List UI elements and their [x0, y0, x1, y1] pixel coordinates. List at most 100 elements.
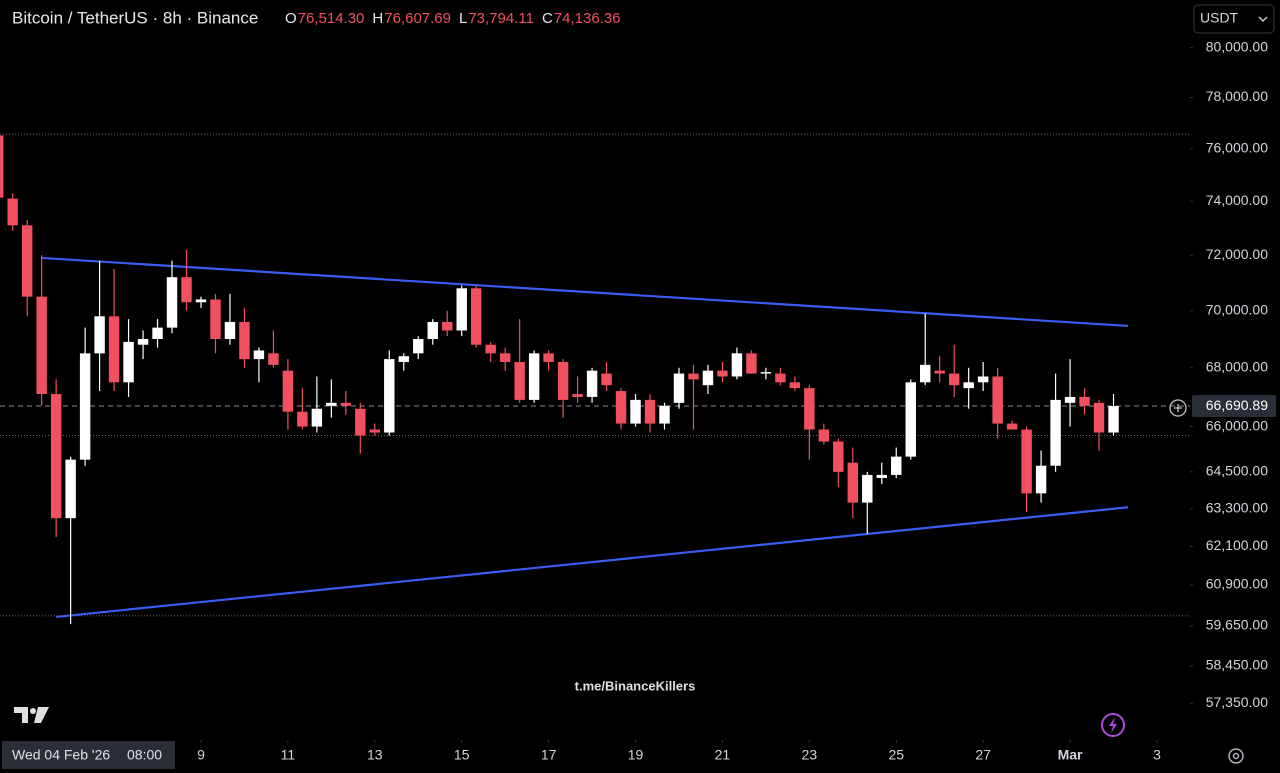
- candle-body: [847, 462, 859, 503]
- candle-body: [543, 353, 554, 362]
- candle-body: [1064, 396, 1076, 403]
- candle-body: [963, 382, 974, 389]
- y-tick-label: 58,450.00: [1206, 657, 1268, 673]
- y-tick-label: 78,000.00: [1206, 88, 1268, 104]
- y-tick-label: 72,000.00: [1206, 246, 1268, 262]
- y-tick-label: 76,000.00: [1206, 139, 1268, 155]
- candle-body: [94, 316, 105, 354]
- candle-body: [311, 408, 323, 427]
- plot-area: [0, 133, 1190, 625]
- y-tick-label: 64,500.00: [1206, 463, 1268, 479]
- candle-body: [717, 370, 728, 377]
- candle-body: [948, 373, 960, 386]
- candle-body: [688, 373, 699, 380]
- candle-body: [876, 474, 887, 478]
- candle-body: [427, 321, 438, 340]
- candle-body: [268, 353, 279, 365]
- currency-label: USDT: [1200, 10, 1239, 26]
- lightning-ring: [1101, 713, 1125, 737]
- candle-body: [195, 299, 207, 303]
- candle-body: [891, 456, 902, 475]
- x-tick-label: 21: [715, 747, 731, 763]
- candle-body: [1108, 406, 1119, 433]
- ohlc-key: H: [372, 10, 383, 27]
- crosshair-date-box: [2, 741, 175, 769]
- y-tick-label: 80,000.00: [1206, 38, 1268, 54]
- add-alert-button[interactable]: [1169, 399, 1187, 417]
- ohlc-value: 74,136.36: [554, 10, 621, 27]
- ohlc-value: 76,514.30: [298, 10, 365, 27]
- candle-body: [673, 373, 685, 403]
- candle-body: [920, 364, 931, 383]
- candle-body: [7, 198, 18, 226]
- candle-body: [340, 402, 352, 406]
- candle-body: [804, 388, 815, 430]
- x-tick-label: 27: [975, 747, 991, 763]
- chart-title: Bitcoin / TetherUS · 8h · Binance: [12, 8, 258, 27]
- crosshair-date: Wed 04 Feb '26: [12, 747, 110, 763]
- ohlc-value: 76,607.69: [384, 10, 451, 27]
- candle-body: [442, 321, 453, 331]
- candle-body: [775, 373, 786, 383]
- candle-body: [413, 339, 424, 354]
- lightning-button[interactable]: [1101, 713, 1125, 737]
- candle-body: [108, 316, 120, 383]
- candle-body: [398, 356, 409, 362]
- candle-body: [992, 376, 1003, 424]
- candle-body: [384, 359, 395, 433]
- candle-body: [369, 429, 381, 433]
- currency-dropdown[interactable]: [1193, 4, 1275, 34]
- candle-body: [644, 399, 656, 424]
- candle-body: [36, 296, 47, 395]
- candle-body: [760, 372, 772, 374]
- x-tick-label: 9: [197, 747, 205, 763]
- candle-body: [485, 344, 496, 354]
- logo-part: [14, 707, 28, 723]
- candle-body: [79, 353, 91, 460]
- candle-body: [934, 370, 945, 374]
- candle-body: [123, 341, 134, 383]
- y-tick-label: 62,100.00: [1206, 537, 1268, 553]
- plus-ring: [1169, 399, 1187, 417]
- last-price-label: 66,690.89: [1206, 397, 1268, 413]
- candle-body: [731, 353, 743, 377]
- candle-body: [905, 382, 916, 457]
- x-tick-label: Mar: [1058, 747, 1083, 763]
- candle-body: [210, 299, 221, 340]
- settings-button[interactable]: [1228, 748, 1244, 764]
- x-tick-label: 19: [628, 747, 644, 763]
- ohlc-value: 73,794.11: [468, 10, 534, 27]
- candle-body: [282, 370, 294, 412]
- candle-body: [253, 350, 265, 360]
- candle-body: [65, 459, 76, 519]
- ohlc-header: O 76,514.30 H 76,607.69 L 73,794.11 C 74,136.36: [285, 10, 621, 27]
- candle-body: [152, 327, 163, 340]
- candle-body: [1093, 402, 1105, 433]
- logo-part: [34, 707, 49, 723]
- candle-body: [862, 474, 873, 503]
- candle-body: [297, 411, 308, 427]
- candle-body: [833, 441, 844, 472]
- y-tick-label: 74,000.00: [1206, 192, 1268, 208]
- candle-body: [977, 376, 989, 383]
- x-tick-label: 15: [454, 747, 470, 763]
- dropdown-arrow: [1258, 16, 1268, 22]
- candle-body: [499, 353, 511, 362]
- y-tick-label: 60,900.00: [1206, 576, 1268, 592]
- candle-body: [470, 288, 482, 345]
- candle-body: [224, 321, 236, 340]
- candle-body: [615, 391, 627, 424]
- x-tick-label: 17: [541, 747, 557, 763]
- candle-body: [137, 339, 149, 345]
- y-tick-label: 68,000.00: [1206, 358, 1268, 374]
- x-tick-label: 25: [888, 747, 904, 763]
- crosshair-time: 08:00: [127, 747, 162, 763]
- trendline: [56, 506, 1129, 619]
- candle-body: [181, 277, 192, 303]
- tradingview-logo: [14, 707, 49, 723]
- candle-body: [746, 353, 757, 374]
- ohlc-key: L: [459, 10, 467, 27]
